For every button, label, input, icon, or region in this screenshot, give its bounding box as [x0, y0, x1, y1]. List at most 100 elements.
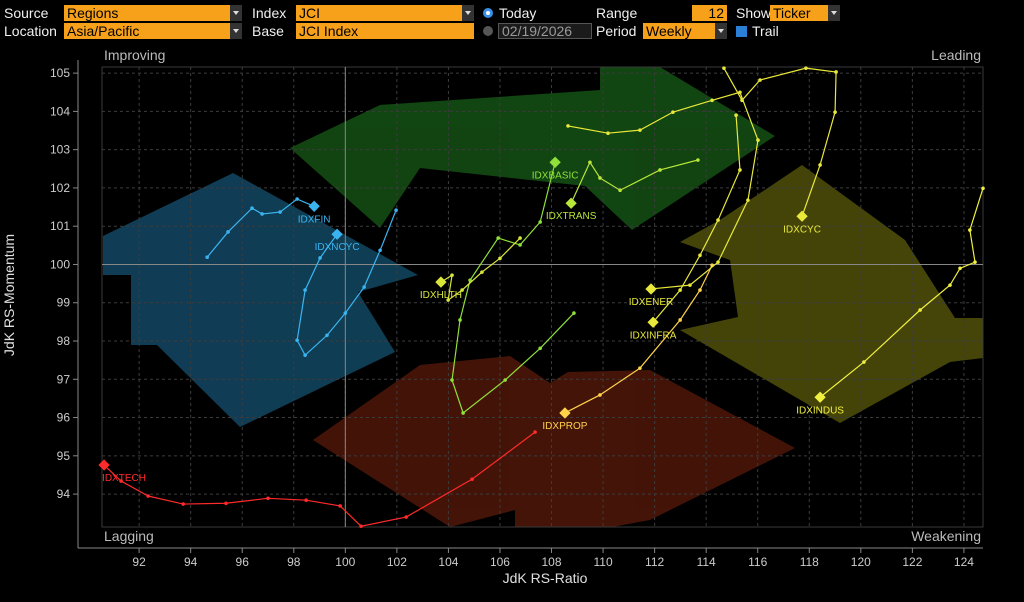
trail-point	[716, 218, 720, 222]
trail-point	[538, 220, 542, 224]
index-value: JCI	[299, 5, 320, 21]
location-dropdown[interactable]: Asia/Pacific	[64, 23, 242, 39]
trail-point	[404, 515, 408, 519]
ticker-head	[647, 316, 659, 328]
source-dropdown[interactable]: Regions	[64, 5, 242, 21]
trail-point	[338, 504, 342, 508]
source-label: Source	[4, 5, 49, 21]
show-value: Ticker	[773, 5, 811, 21]
trail-point	[318, 256, 322, 260]
date-input[interactable]: 02/19/2026	[498, 23, 592, 39]
trail-point	[738, 90, 742, 95]
plot-frame	[101, 66, 984, 528]
trail-point	[968, 228, 972, 232]
trail-point	[303, 288, 307, 292]
trail-point	[688, 283, 692, 287]
ticker-trail: IDXFIN	[205, 197, 331, 259]
x-tick-label: 110	[594, 555, 613, 569]
trail-point	[638, 366, 642, 370]
y-tick-label: 101	[50, 219, 70, 233]
quadrant-label: Weakening	[911, 528, 981, 544]
x-tick-label: 100	[335, 555, 355, 569]
today-radio[interactable]	[483, 8, 493, 18]
trail-point	[678, 318, 682, 322]
trail-point	[266, 496, 270, 501]
period-value: Weekly	[646, 23, 692, 39]
trail-point	[359, 524, 363, 529]
source-value: Regions	[67, 5, 119, 21]
trail-line	[103, 431, 536, 527]
ticker-head	[565, 197, 577, 209]
index-dropdown[interactable]: JCI	[296, 5, 474, 21]
range-input[interactable]: 12	[692, 5, 727, 21]
date-value: 02/19/2026	[502, 23, 573, 39]
trail-point	[758, 78, 762, 82]
trail-point	[598, 176, 602, 180]
trail-point	[470, 477, 474, 481]
trail-point	[710, 98, 714, 103]
y-tick-label: 94	[57, 487, 71, 501]
trail-point	[698, 288, 702, 292]
trail-point	[638, 128, 642, 132]
ticker-label: IDXTECH	[102, 473, 146, 484]
x-tick-label: 102	[387, 555, 407, 569]
trail-line	[570, 159, 699, 204]
y-tick-label: 99	[57, 296, 71, 310]
y-tick-label: 100	[50, 257, 70, 271]
trail-point	[598, 393, 602, 397]
y-axis-title: JdK RS-Momentum	[1, 234, 17, 356]
ticker-label: IDXPROP	[542, 421, 587, 432]
date-radio[interactable]	[483, 26, 493, 36]
x-tick-label: 108	[542, 555, 562, 569]
x-tick-label: 124	[954, 555, 974, 569]
trail-point	[146, 494, 150, 498]
ticker-head	[549, 156, 561, 168]
ticker-label: IDXENER	[629, 297, 673, 308]
trail-point	[738, 168, 742, 172]
trail-point	[458, 318, 462, 322]
trail-point	[698, 253, 702, 258]
show-label: Show	[736, 5, 772, 21]
trail-point	[716, 260, 720, 264]
trail-point	[818, 163, 822, 167]
period-label: Period	[596, 23, 637, 39]
x-tick-label: 96	[236, 555, 250, 569]
trail-point	[538, 346, 542, 351]
trail-point	[973, 260, 977, 264]
y-tick-label: 102	[50, 181, 70, 195]
x-tick-label: 104	[438, 555, 458, 569]
trail-point	[450, 273, 454, 277]
show-dropdown[interactable]: Ticker	[770, 5, 840, 21]
x-tick-label: 114	[697, 555, 716, 569]
trail-point	[588, 160, 592, 165]
trail-line	[652, 115, 741, 323]
dropdown-arrow	[230, 5, 242, 21]
ticker-trail: IDXNCYC	[295, 208, 398, 357]
trail-point	[378, 248, 382, 253]
ticker-head	[814, 391, 826, 403]
trail-point	[446, 298, 450, 302]
trail-point	[295, 338, 299, 343]
weakening-arrow	[680, 165, 983, 423]
trail-point	[722, 66, 726, 70]
base-input[interactable]: JCI Index	[296, 23, 474, 39]
trail-point	[226, 230, 230, 234]
trail-point	[468, 278, 472, 282]
trail-line	[819, 188, 984, 398]
y-tick-label: 98	[57, 334, 71, 348]
trail-point	[394, 208, 398, 212]
x-axis-title: JdK RS-Ratio	[503, 570, 588, 586]
trail-point	[295, 197, 299, 201]
trail-checkbox[interactable]	[736, 26, 747, 37]
trail-line	[296, 209, 397, 357]
y-tick-label: 96	[57, 411, 71, 425]
period-dropdown[interactable]: Weekly	[643, 23, 727, 39]
lagging-arrow	[313, 356, 795, 527]
location-label: Location	[4, 23, 57, 39]
dropdown-arrow	[230, 23, 242, 39]
ticker-head	[796, 210, 808, 222]
trail-point	[518, 236, 522, 240]
base-label: Base	[252, 23, 284, 39]
trail-point	[119, 479, 123, 483]
trail-point	[224, 501, 228, 506]
